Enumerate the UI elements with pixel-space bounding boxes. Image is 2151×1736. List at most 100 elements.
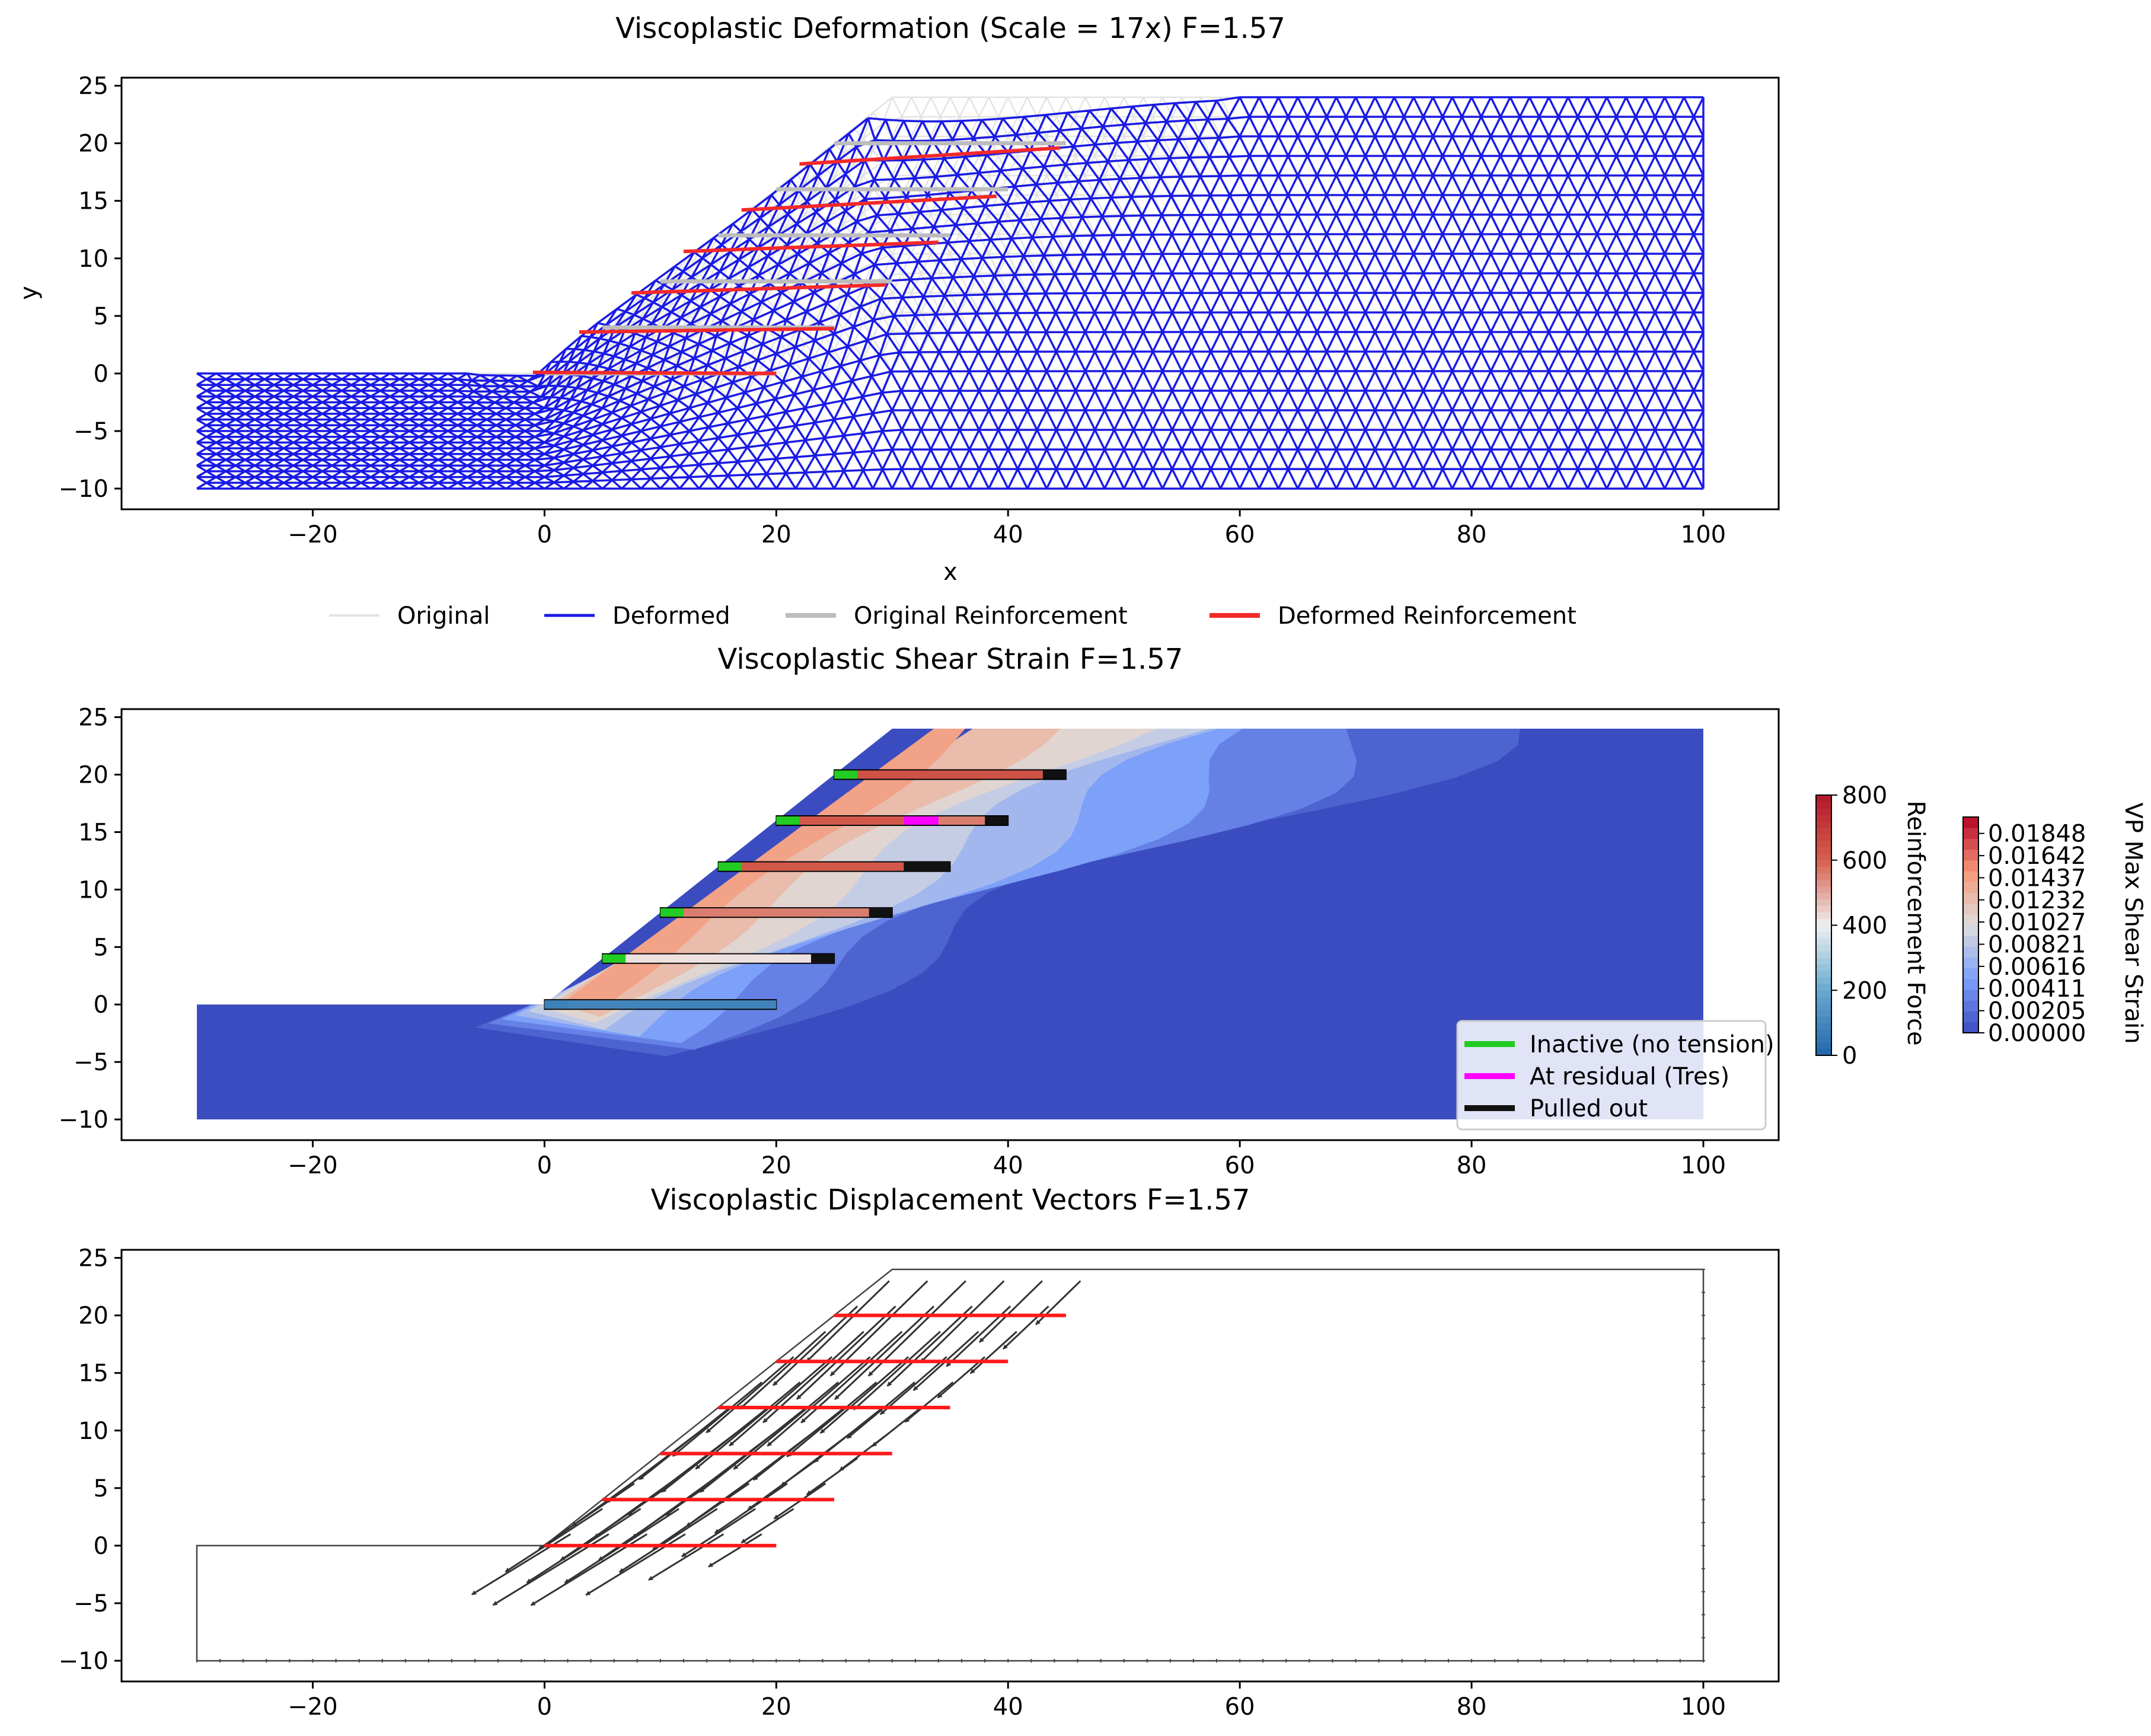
displacement-vector — [739, 1330, 826, 1410]
force-colorbar-cell — [1816, 879, 1831, 887]
reinforcement-segment — [1042, 770, 1066, 779]
deformed-reinforcement — [683, 240, 939, 254]
displacement-vector — [904, 1381, 954, 1423]
deformation-plot-area — [196, 96, 1705, 490]
shear-strain-colorbar: 0.000000.002050.004110.006160.008210.010… — [1962, 816, 2086, 1047]
displacement-vector — [872, 1406, 922, 1447]
force-colorbar-tick-label: 0 — [1842, 1042, 1857, 1070]
reinforcement-segment — [904, 816, 939, 825]
reinforcement-segment — [904, 862, 950, 871]
displacement-vector — [729, 1356, 833, 1447]
force-colorbar-cell — [1816, 814, 1831, 822]
reinforcement-segment — [625, 954, 811, 963]
strain-colorbar-frame — [1962, 816, 1979, 1033]
displacement-vector — [1035, 1280, 1081, 1325]
force-colorbar-cell — [1816, 834, 1831, 841]
displacement-vector — [886, 1306, 973, 1387]
force-colorbar-cell — [1816, 1036, 1831, 1043]
shear-strain-xtick-label: 80 — [1457, 1152, 1487, 1179]
force-colorbar-cell — [1816, 892, 1831, 900]
force-colorbar-cell — [1816, 860, 1831, 867]
strain-colorbar-cell — [1963, 849, 1978, 861]
displacement-vector — [979, 1280, 1043, 1343]
shear-strain-xtick-label: 0 — [537, 1152, 552, 1179]
reinforcement-force-colorbar-label: Reinforcement Force — [1902, 800, 1929, 1045]
force-colorbar-cell — [1816, 990, 1831, 997]
strain-colorbar-cell — [1963, 882, 1978, 893]
deformed-mesh — [196, 96, 1705, 490]
reinforcement-segment — [799, 816, 904, 825]
shear-strain-xtick-label: 100 — [1681, 1152, 1726, 1179]
legend-label-inactive: Inactive (no tension) — [1530, 1031, 1775, 1058]
force-colorbar-cell — [1816, 931, 1831, 939]
displacement-vector — [752, 1406, 845, 1481]
shear-strain-ytick-label: 15 — [78, 819, 108, 846]
deformed-reinforcement — [799, 146, 1061, 166]
shear-strain-axes-frame — [120, 708, 1780, 1141]
displacement-vector — [618, 1508, 718, 1574]
reinforcement-state-legend: Inactive (no tension) At residual (Tres)… — [1456, 1020, 1775, 1131]
displacement-vector — [806, 1280, 890, 1362]
force-colorbar-tick-label: 800 — [1842, 782, 1887, 809]
displacement-ticks: −20 0 20 40 60 80 100 −10 −5 0 5 10 15 20 25 — [59, 1245, 1726, 1721]
deformation-xtick-label: 0 — [537, 521, 552, 548]
deformation-title: Viscoplastic Deformation (Scale = 17x) F… — [615, 12, 1285, 45]
shear-strain-title: Viscoplastic Shear Strain F=1.57 — [718, 643, 1183, 676]
displacement-ytick-label: 5 — [94, 1475, 108, 1502]
force-colorbar-cell — [1816, 899, 1831, 907]
strain-colorbar-cell — [1963, 1011, 1978, 1023]
deformation-xtick-label: −20 — [288, 521, 337, 548]
force-colorbar-cell — [1816, 840, 1831, 848]
displacement-vector — [708, 1533, 762, 1568]
displacement-title: Viscoplastic Displacement Vectors F=1.57 — [650, 1183, 1250, 1217]
force-colorbar-cell — [1816, 958, 1831, 965]
strain-colorbar-tick-label: 0.01848 — [1988, 821, 2086, 848]
strain-colorbar-tick-label: 0.00411 — [1988, 975, 2086, 1003]
deformation-ytick-label: 5 — [94, 303, 108, 330]
legend-label-residual: At residual (Tres) — [1530, 1063, 1729, 1090]
deformed-reinforcement — [741, 194, 997, 212]
reinforcement-segment — [938, 816, 985, 825]
deformation-axes-frame — [120, 76, 1780, 510]
reinforcement-segment — [985, 816, 1009, 825]
shear-strain-ytick-label: 10 — [78, 876, 108, 904]
reinforcement-segment — [660, 908, 684, 917]
force-colorbar-cell — [1816, 977, 1831, 984]
reinforcement-force-colorbar: 0 200 400 600 800 — [1815, 782, 1887, 1070]
deformation-ytick-label: −5 — [74, 418, 108, 445]
displacement-vector — [834, 1306, 935, 1400]
force-colorbar-cell — [1816, 997, 1831, 1004]
displacement-vector — [969, 1330, 1017, 1374]
deformation-ytick-label: 10 — [78, 245, 108, 273]
deformation-xtick-label: 40 — [993, 521, 1023, 548]
force-colorbar-tick-label: 600 — [1842, 847, 1887, 875]
reinforcement-segment — [869, 908, 892, 917]
shear-strain-xtick-label: 40 — [993, 1152, 1023, 1179]
displacement-vector — [681, 1508, 756, 1558]
deformation-ytick-label: 15 — [78, 188, 108, 215]
force-colorbar-cell — [1816, 984, 1831, 991]
deformation-ytick-label: 25 — [78, 73, 108, 100]
displacement-vector — [585, 1533, 686, 1596]
strain-colorbar-cell — [1963, 979, 1978, 990]
displacement-vector — [661, 1406, 769, 1493]
displacement-xtick-label: 60 — [1225, 1693, 1255, 1721]
deformed-reinforcement — [532, 370, 777, 375]
reinforcement-segment — [810, 954, 835, 963]
legend-label-original-reinforcement: Original Reinforcement — [854, 602, 1128, 630]
force-colorbar-tick-label: 400 — [1842, 912, 1887, 940]
strain-colorbar-cell — [1963, 871, 1978, 882]
displacement-xtick-label: 20 — [761, 1693, 792, 1721]
mesh-group — [196, 96, 1705, 490]
shear-strain-panel: Viscoplastic Shear Strain F=1.57 −20 0 20 4… — [59, 643, 2147, 1179]
deformation-xtick-label: 80 — [1457, 521, 1487, 548]
force-colorbar-cell — [1816, 801, 1831, 809]
legend-box — [1456, 1020, 1767, 1131]
force-colorbar-cell — [1816, 1042, 1831, 1049]
displacement-vector — [505, 1508, 603, 1573]
strain-colorbar-cell — [1963, 990, 1978, 1001]
force-colorbar-cell — [1816, 1023, 1831, 1030]
force-colorbar-cell — [1816, 866, 1831, 874]
reinforcement-segment — [776, 816, 800, 825]
strain-colorbar-tick-label: 0.01437 — [1988, 864, 2086, 892]
